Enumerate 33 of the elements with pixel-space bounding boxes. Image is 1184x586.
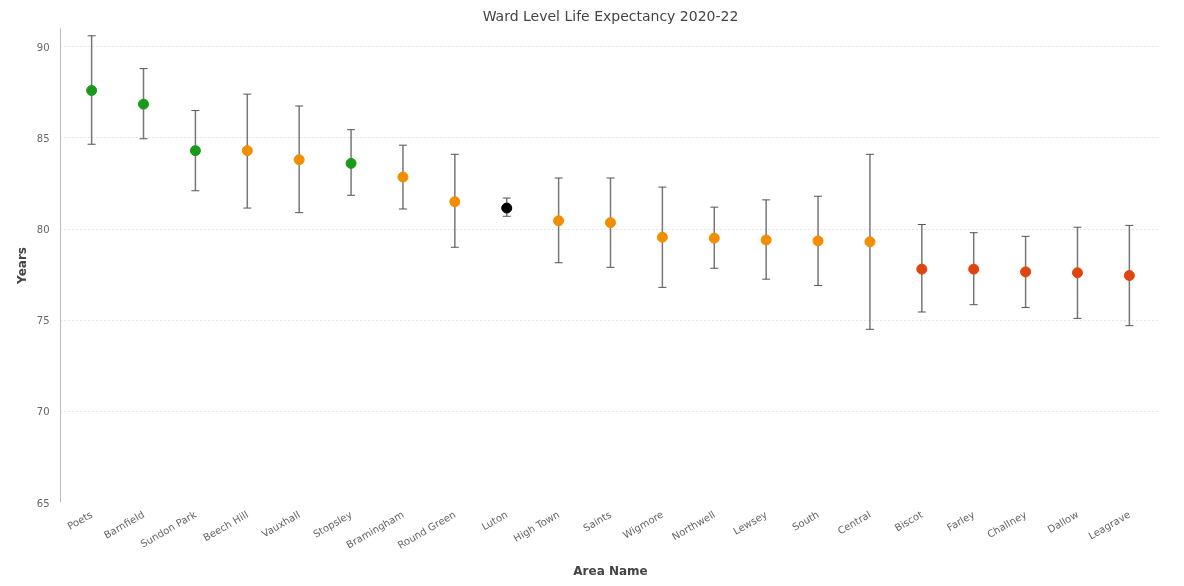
point bbox=[1020, 266, 1032, 278]
y-tick-label: 90 bbox=[36, 41, 50, 53]
point bbox=[189, 145, 201, 157]
point bbox=[1071, 267, 1083, 279]
point bbox=[553, 215, 565, 227]
point bbox=[293, 154, 305, 166]
x-tick-label: High Town bbox=[511, 508, 562, 544]
y-tick-label: 65 bbox=[36, 497, 50, 509]
y-tick-label: 70 bbox=[36, 406, 50, 418]
point bbox=[241, 145, 253, 157]
point bbox=[86, 84, 98, 96]
chart-title: Ward Level Life Expectancy 2020-22 bbox=[482, 7, 739, 24]
point bbox=[138, 98, 150, 110]
point bbox=[501, 202, 513, 214]
y-tick-label: 75 bbox=[36, 315, 50, 327]
point bbox=[708, 232, 720, 244]
y-axis-title: Years bbox=[14, 247, 29, 285]
point bbox=[968, 263, 980, 275]
point bbox=[397, 171, 409, 183]
y-tick-label: 80 bbox=[36, 224, 50, 236]
point bbox=[656, 231, 668, 243]
point bbox=[605, 217, 616, 229]
x-tick-label: Luton bbox=[479, 508, 510, 533]
x-tick-label: Poets bbox=[65, 508, 95, 532]
point bbox=[1123, 270, 1135, 282]
point bbox=[760, 234, 772, 246]
point bbox=[864, 236, 876, 248]
point bbox=[345, 157, 357, 169]
x-axis-title: Area Name bbox=[573, 563, 648, 578]
point bbox=[916, 263, 928, 275]
point bbox=[449, 196, 461, 208]
y-tick-label: 85 bbox=[36, 132, 50, 144]
point bbox=[812, 235, 824, 247]
